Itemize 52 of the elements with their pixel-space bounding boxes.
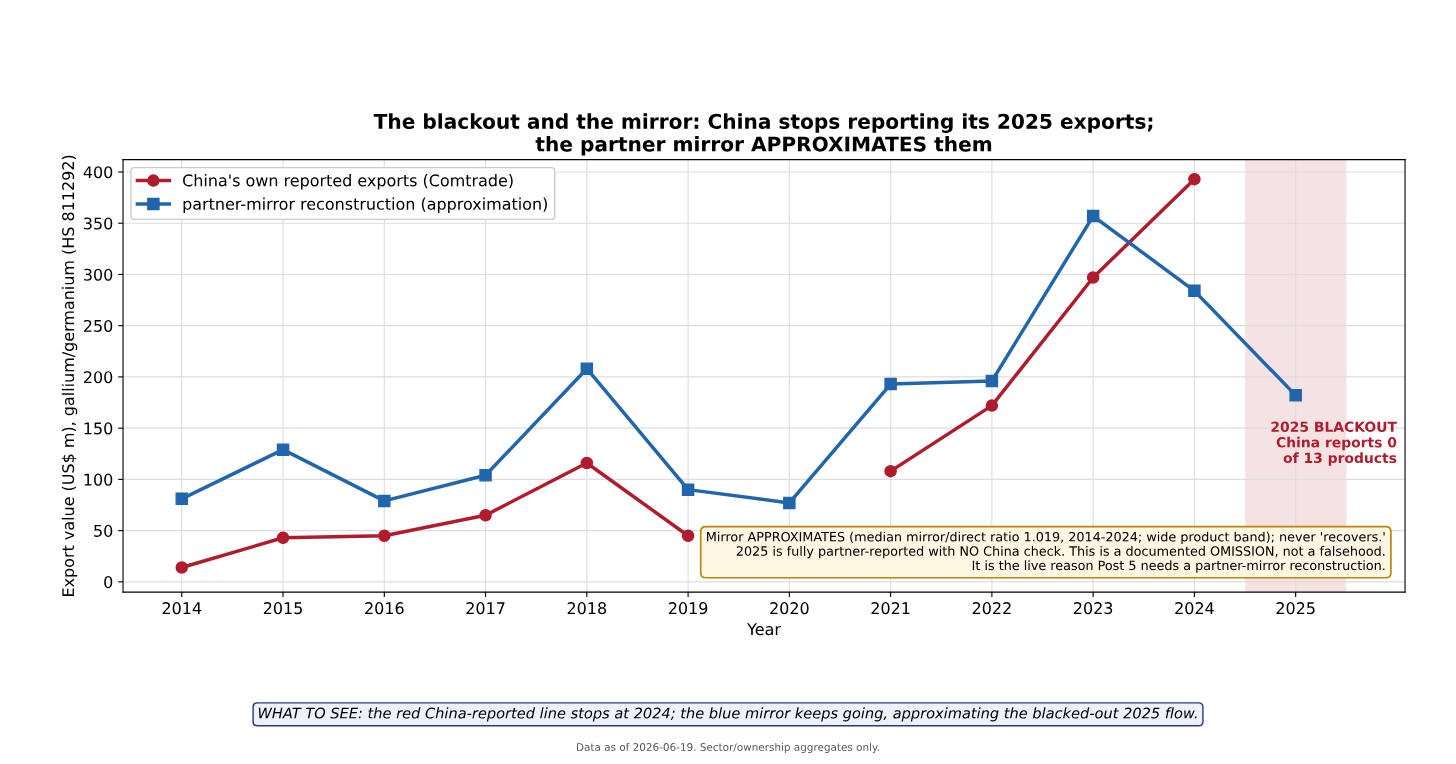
y-tick-label: 400 xyxy=(83,166,113,179)
point xyxy=(1188,172,1201,186)
point xyxy=(580,456,594,470)
point xyxy=(681,529,695,542)
text: WHAT TO SEE: the red China-reported line stops at 2024; the blue mirror keeps going, approximating the blacked-out 2025 flow. xyxy=(258,707,1197,722)
x-tick-label: 2021 xyxy=(871,602,910,615)
point xyxy=(276,531,290,545)
point xyxy=(884,377,897,391)
point xyxy=(783,496,796,510)
point xyxy=(1086,209,1100,223)
y-tick-label: 150 xyxy=(84,422,113,435)
chart-title: The blackout and the mirror: China stops reporting its 2025 exports; the partner mirror APPROXIMATES them xyxy=(373,113,1153,156)
text: Data as of 2026-06-19. Sector/ownership aggregates only. xyxy=(577,742,879,753)
y-axis-title: Export value (US$ m), gallium/germanium (HS 811292) xyxy=(61,155,78,596)
y-tick-label: 50 xyxy=(94,524,113,537)
x-tick-label: 2019 xyxy=(668,602,708,615)
annotation: Mirror APPROXIMATES (median mirror/direct ratio 1.019, 2014-2024; wide product band); never 'recovers.' 2025 is fully partner-reported with NO China check. This is a documented OMISSION, not a falsehood. It is the live reason Post 5 needs a partner-mirror reconstruction. xyxy=(707,531,1385,573)
legend-label: partner-mirror reconstruction (approximation) xyxy=(183,197,547,213)
point xyxy=(1188,284,1201,298)
point xyxy=(1086,271,1100,284)
y-tick-label: 200 xyxy=(83,371,113,384)
y-tick-label: 0 xyxy=(104,576,113,589)
point xyxy=(175,561,189,574)
x-tick-label: 2024 xyxy=(1175,602,1214,615)
point xyxy=(1289,389,1302,402)
point xyxy=(884,464,897,478)
x-tick-label: 2023 xyxy=(1073,602,1113,615)
point xyxy=(175,492,189,506)
x-tick-label: 2022 xyxy=(972,602,1011,615)
legend-label: China's own reported exports (Comtrade) xyxy=(183,174,513,190)
band-label: 2025 BLACKOUT China reports 0 of 13 products xyxy=(1271,421,1397,466)
x-tick-label: 2014 xyxy=(162,602,202,615)
x-tick-label: 2025 xyxy=(1276,602,1315,615)
point xyxy=(985,374,999,388)
point xyxy=(985,399,999,412)
x-tick-label: 2018 xyxy=(567,602,607,615)
x-tick-label: 2016 xyxy=(365,602,404,615)
x-tick-label: 2017 xyxy=(466,602,505,615)
y-tick-label: 250 xyxy=(83,319,113,332)
point xyxy=(580,362,594,375)
point xyxy=(681,483,695,496)
y-tick-label: 100 xyxy=(84,473,113,486)
point xyxy=(479,469,492,482)
x-axis-title: Year xyxy=(747,623,781,636)
point xyxy=(276,443,290,456)
point xyxy=(378,494,391,508)
point xyxy=(479,508,492,522)
y-tick-label: 300 xyxy=(84,268,113,281)
point xyxy=(378,529,391,542)
y-tick-label: 350 xyxy=(84,217,113,230)
x-tick-label: 2020 xyxy=(770,602,809,615)
x-tick-label: 2015 xyxy=(263,602,302,615)
